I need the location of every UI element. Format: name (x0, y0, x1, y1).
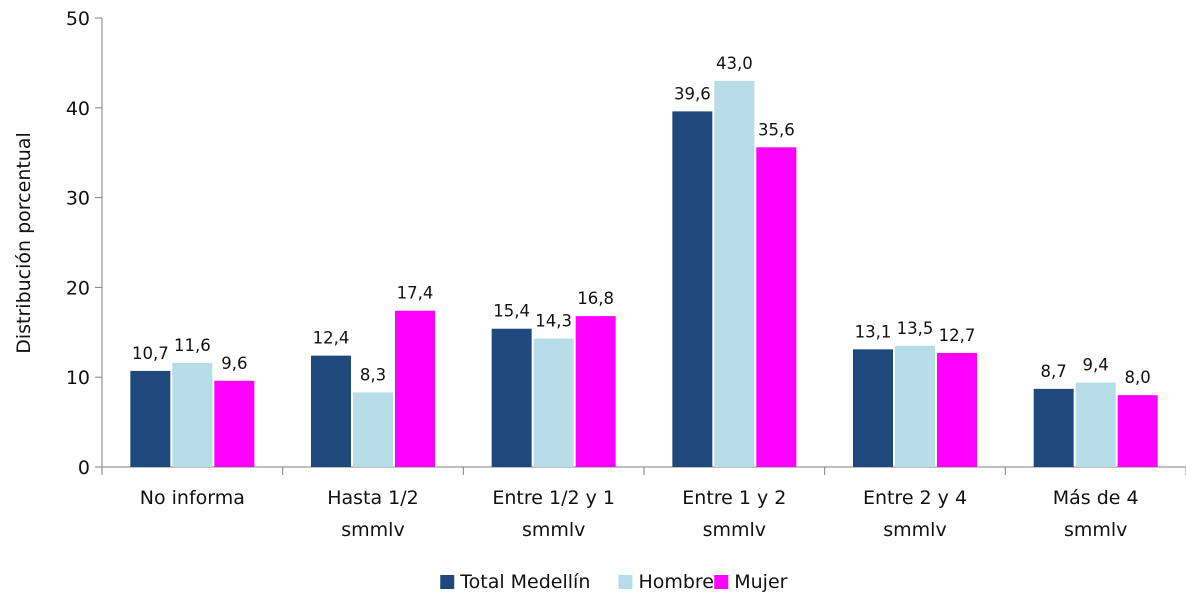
x-category-label: smmlv (1064, 519, 1127, 541)
bar (1075, 382, 1116, 467)
data-label: 15,4 (493, 302, 530, 321)
y-tick-label: 0 (78, 457, 90, 479)
bar (172, 362, 213, 467)
x-category-label: Hasta 1/2 (327, 487, 419, 509)
data-label: 11,6 (174, 336, 211, 355)
data-label: 8,7 (1041, 362, 1067, 381)
x-category-label: smmlv (703, 519, 766, 541)
legend-swatch (440, 575, 455, 589)
data-label: 9,6 (221, 354, 247, 373)
data-label: 43,0 (716, 54, 753, 73)
bar (311, 355, 351, 467)
data-label: 16,8 (577, 289, 614, 308)
chart-legend: Total Medellín Hombre Mujer (440, 571, 788, 593)
bar (895, 345, 935, 467)
legend-label: Hombre (638, 571, 714, 593)
chart-data-labels: 10,7 11,6 9,6 12,4 8,3 17,4 15,4 14,3 16,8 39,6 43… (132, 54, 1151, 387)
bar (756, 147, 797, 467)
bar (214, 380, 255, 467)
x-category-label: smmlv (522, 519, 585, 541)
bar (491, 328, 532, 467)
bar (130, 370, 171, 467)
legend-label: Mujer (734, 571, 787, 593)
data-label: 9,4 (1083, 356, 1109, 375)
data-label: 39,6 (674, 84, 711, 103)
x-category-label: No informa (140, 487, 245, 509)
y-tick-label: 10 (66, 367, 90, 389)
x-category-label: Entre 1/2 y 1 (492, 487, 615, 509)
y-tick-label: 30 (66, 188, 90, 210)
chart-axes: 0 10 20 30 40 50 No informa Hasta 1/2 smmlv Entre… (66, 8, 1186, 541)
data-label: 14,3 (535, 312, 572, 331)
bar (1117, 395, 1158, 467)
data-label: 13,5 (897, 319, 934, 338)
bar (533, 338, 574, 467)
y-axis-title: Distribución porcentual (13, 132, 35, 354)
x-category-label: Entre 2 y 4 (863, 487, 967, 509)
legend-swatch (714, 575, 729, 589)
data-label: 13,1 (855, 322, 892, 341)
bar (575, 316, 616, 467)
data-label: 8,3 (360, 365, 386, 384)
legend-label: Total Medellín (459, 571, 590, 593)
bar (353, 392, 393, 467)
data-label: 17,4 (397, 284, 434, 303)
bar (853, 349, 893, 467)
x-category-label: Entre 1 y 2 (682, 487, 786, 509)
legend-swatch (618, 575, 633, 589)
data-label: 10,7 (132, 344, 169, 363)
data-label: 35,6 (758, 120, 795, 139)
data-label: 12,4 (313, 329, 350, 348)
chart-bars (130, 80, 1158, 468)
bar (672, 111, 713, 467)
x-category-label: smmlv (341, 519, 404, 541)
x-category-label: Más de 4 (1053, 487, 1139, 509)
data-label: 12,7 (939, 326, 976, 345)
y-tick-label: 40 (66, 98, 90, 120)
bar (395, 310, 435, 467)
bar (1033, 388, 1074, 467)
y-tick-label: 50 (66, 8, 90, 30)
bar (937, 352, 977, 467)
y-tick-label: 20 (66, 277, 90, 299)
bar (714, 80, 755, 468)
x-category-label: smmlv (883, 519, 946, 541)
data-label: 8,0 (1125, 368, 1151, 387)
